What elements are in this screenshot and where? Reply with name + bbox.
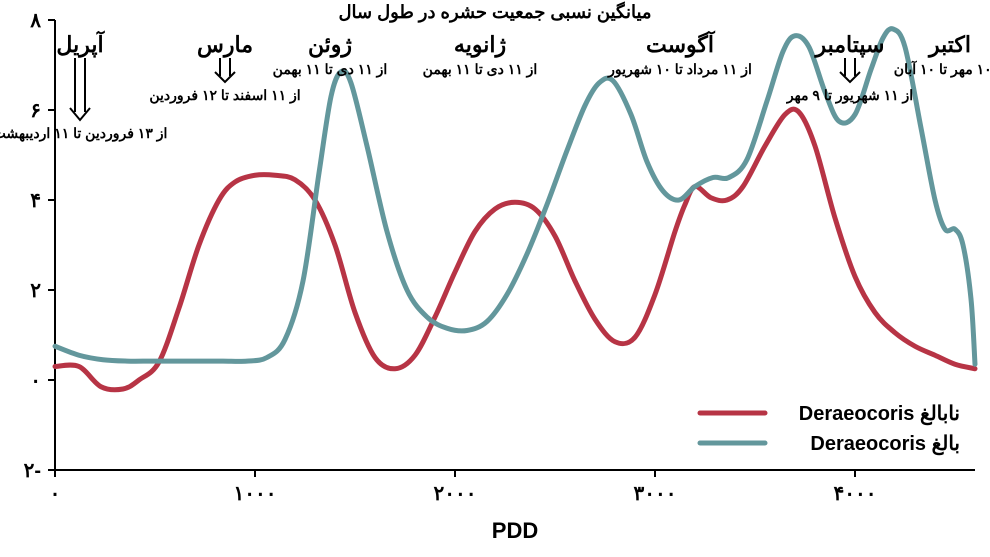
annotation-arrow-head — [70, 108, 90, 120]
chart-title: میانگین نسبی جمعیت حشره در طول سال — [338, 1, 651, 23]
x-tick-label: ۱۰۰۰ — [234, 483, 277, 505]
series-line-1 — [55, 29, 975, 365]
x-axis-label: PDD — [492, 518, 538, 543]
month-sublabel: از ۱۱ دی تا ۱۱ بهمن — [273, 61, 388, 78]
month-label: مارس — [197, 32, 253, 58]
y-tick-label: ۶ — [30, 100, 41, 122]
x-tick-label: ۰ — [50, 483, 61, 505]
legend-label: Deraeocoris نابالغ — [799, 403, 960, 426]
month-label: اکتبر — [927, 32, 971, 58]
chart-svg: میانگین نسبی جمعیت حشره در طول سال ۲- ۰ ۲ ۴ ۶… — [0, 0, 990, 557]
x-tick-label: ۳۰۰۰ — [634, 483, 677, 505]
annotation-arrow-head — [215, 72, 235, 82]
series-line-0 — [55, 109, 975, 390]
month-sublabel: از ۱۱ دی تا ۱۱ بهمن — [423, 61, 538, 78]
y-tick-label: ۴ — [30, 190, 41, 212]
y-tick-label: ۲- — [24, 460, 41, 482]
annotation-arrow-head — [840, 72, 860, 82]
legend-label: Deraeocoris بالغ — [810, 433, 960, 456]
month-label: آگوست — [646, 30, 716, 58]
x-tick-label: ۴۰۰۰ — [834, 483, 877, 505]
month-sublabel: از ۱۳ فروردین تا ۱۱ اردیبهشت — [0, 125, 167, 142]
month-label: ژوئن — [308, 32, 352, 58]
y-tick-label: ۲ — [30, 280, 41, 302]
line-chart: میانگین نسبی جمعیت حشره در طول سال ۲- ۰ ۲ ۴ ۶… — [0, 0, 990, 557]
month-sublabel: از ۱۱ مرداد تا ۱۰ شهریور — [607, 61, 752, 78]
month-sublabel: از ۱۱ شهریور تا ۹ مهر — [786, 87, 913, 104]
month-label: آپریل — [56, 30, 105, 59]
month-sublabel: از ۱۱ اسفند تا ۱۲ فروردین — [149, 87, 300, 104]
month-sublabel: از ۱۰ مهر تا ۱۰ آبان — [894, 60, 990, 78]
y-tick-label: ۸ — [29, 10, 41, 32]
month-label: ژانویه — [454, 32, 507, 58]
y-tick-label: ۰ — [30, 370, 41, 392]
month-label: سپتامبر — [814, 32, 885, 59]
x-tick-label: ۲۰۰۰ — [434, 483, 477, 505]
